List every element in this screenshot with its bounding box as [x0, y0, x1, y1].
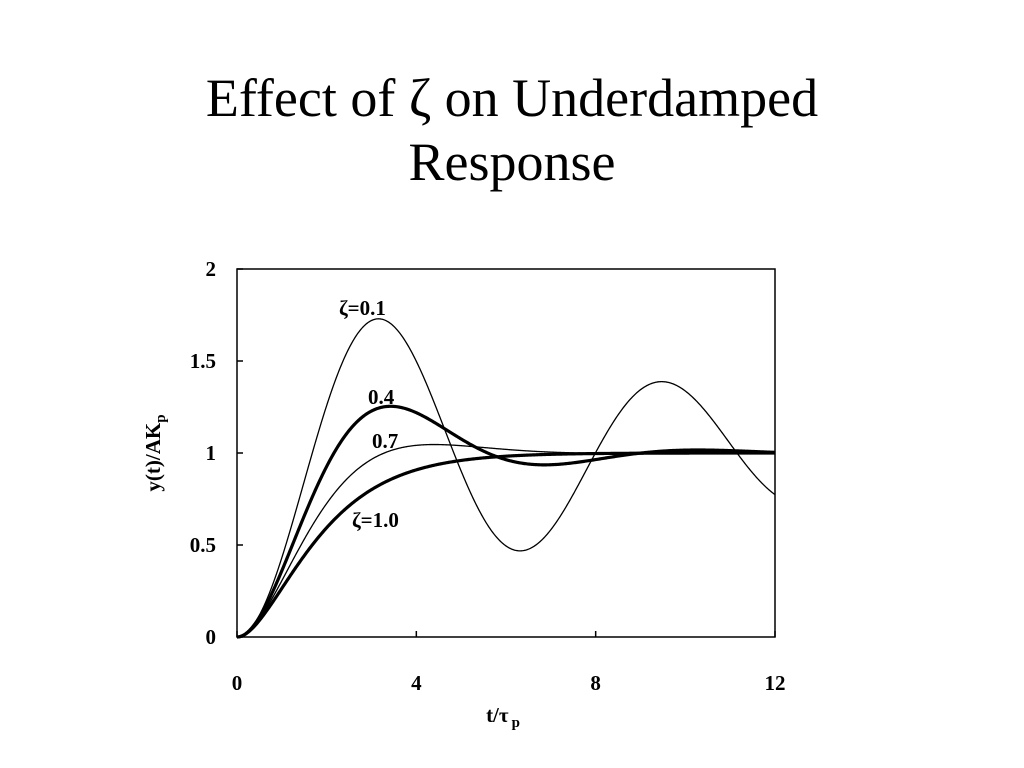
- series-line-zeta-0-1: [236, 318, 776, 638]
- series-label-zeta-0-4: 0.4: [368, 385, 395, 409]
- series-line-zeta-0-4: [236, 404, 776, 639]
- y-axis-label-subscript: p: [153, 414, 169, 422]
- label-layer: ζ=0.1 0.4 0.7 ζ=1.0: [339, 296, 399, 532]
- x-tick-label: 4: [411, 671, 422, 695]
- series-label-zeta-1: ζ=1.0: [352, 508, 399, 532]
- y-tick-label: 0: [206, 625, 217, 649]
- x-axis-label-subscript: p: [512, 715, 520, 731]
- y-tick-label: 0.5: [190, 533, 216, 557]
- series-line-zeta-1: [236, 451, 776, 639]
- y-axis-label-text: y(t)/AK: [141, 422, 165, 491]
- slide-title-line-1: Effect of ζ on Underdamped: [205, 68, 819, 128]
- tick-layer: 0 4 8 12 0 0.5 1 1.5 2: [190, 257, 786, 695]
- slide-title-line-2: Response: [408, 132, 616, 192]
- x-axis-label-text: t/τ: [486, 703, 509, 727]
- series-layer: [236, 318, 776, 639]
- x-axis-label: t/τ p: [486, 703, 520, 731]
- x-tick-label: 0: [232, 671, 243, 695]
- slide-title: Effect of ζ on Underdamped Response: [0, 66, 1024, 194]
- series-label-zeta-0-7: 0.7: [372, 429, 398, 453]
- y-axis-label: y(t)/AKp: [141, 414, 169, 491]
- y-tick-label: 1: [206, 441, 217, 465]
- x-tick-label: 8: [590, 671, 601, 695]
- series-line-zeta-0-7: [236, 443, 775, 638]
- y-tick-label: 1.5: [190, 349, 216, 373]
- y-tick-label: 2: [206, 257, 217, 281]
- series-label-zeta-0-1: ζ=0.1: [339, 296, 386, 320]
- x-tick-label: 12: [765, 671, 786, 695]
